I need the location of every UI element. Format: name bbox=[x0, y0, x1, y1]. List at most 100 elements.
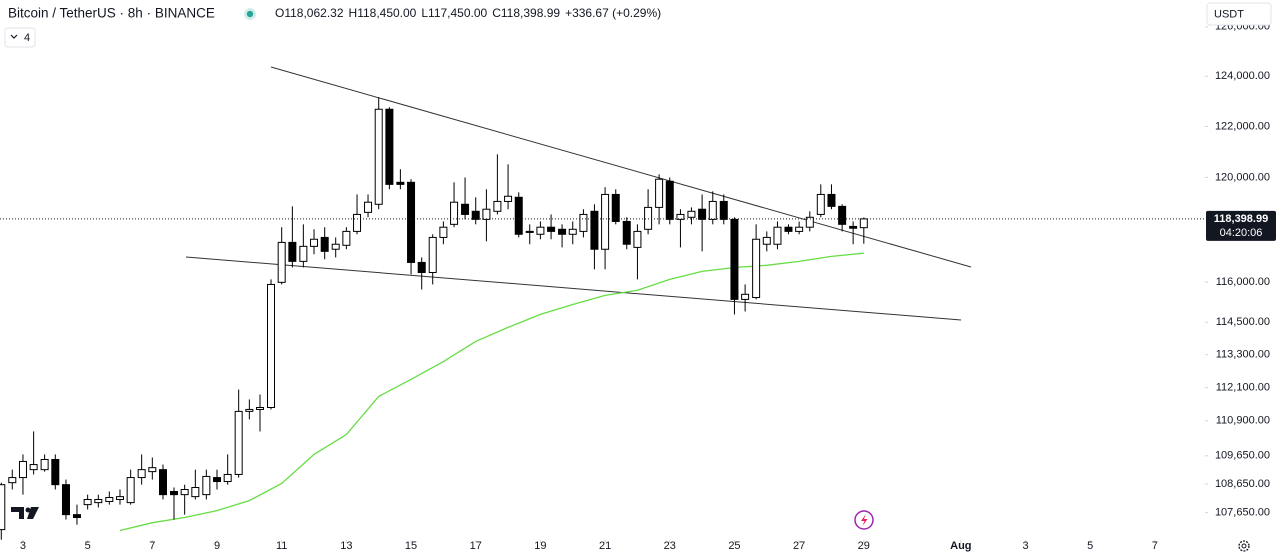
candle-body bbox=[859, 218, 868, 229]
candle-body bbox=[428, 236, 437, 273]
candle-body bbox=[202, 475, 211, 496]
candle-body bbox=[299, 245, 308, 262]
x-tick-label: 7 bbox=[1152, 540, 1158, 552]
price-tag: 118,398.99 04:20:06 bbox=[1206, 210, 1276, 241]
ohlc-value: 118,450.00 bbox=[357, 6, 416, 20]
candle-body bbox=[320, 236, 329, 252]
currency-button[interactable]: USDT bbox=[1206, 2, 1272, 26]
y-tick-label: 122,000.00 bbox=[1215, 120, 1270, 132]
candle-body bbox=[590, 210, 599, 250]
candle-body bbox=[719, 200, 728, 220]
candle-body bbox=[169, 490, 178, 496]
candle-body bbox=[752, 238, 761, 299]
x-tick-label: 3 bbox=[1022, 540, 1028, 552]
ohlc-value: 118,398.99 bbox=[501, 6, 560, 20]
candle-body bbox=[277, 241, 286, 283]
x-tick-label: 11 bbox=[276, 540, 287, 552]
currency-box[interactable] bbox=[1206, 2, 1272, 26]
candle-body bbox=[665, 180, 674, 220]
candle-body bbox=[741, 293, 750, 300]
candle-body bbox=[191, 487, 200, 498]
logo-part bbox=[25, 507, 31, 513]
axes: 107,650.00 108,650.00 109,650.00 110,900.00… bbox=[20, 21, 1270, 552]
trend-line bbox=[270, 66, 972, 268]
x-tick-label: 27 bbox=[793, 540, 805, 552]
y-tick-label: 108,650.00 bbox=[1215, 478, 1270, 490]
y-tick-label: 113,300.00 bbox=[1216, 349, 1270, 361]
candle-body bbox=[611, 193, 620, 222]
candle-body bbox=[536, 226, 545, 235]
x-tick-label: 7 bbox=[149, 540, 155, 552]
candle-body bbox=[61, 484, 70, 516]
moving-average bbox=[119, 252, 864, 532]
candle-body bbox=[633, 230, 642, 248]
x-tick-label: 13 bbox=[340, 540, 352, 552]
candle-body bbox=[708, 200, 717, 220]
price-tag-label: 118,398.99 bbox=[1214, 213, 1268, 225]
candle-body bbox=[105, 496, 114, 502]
candle-body bbox=[816, 193, 825, 215]
candle-body bbox=[558, 228, 567, 235]
x-tick-label: 17 bbox=[470, 540, 482, 552]
x-tick-label: 3 bbox=[20, 540, 26, 552]
y-tick-label: 120,000.00 bbox=[1215, 171, 1270, 183]
candle-body bbox=[838, 205, 847, 225]
candle-body bbox=[158, 469, 167, 496]
x-tick-label: 21 bbox=[599, 540, 611, 552]
candle-body bbox=[417, 261, 426, 273]
candle-body bbox=[784, 226, 793, 232]
candle-body bbox=[547, 226, 556, 232]
y-tick-label: 114,500.00 bbox=[1216, 316, 1270, 328]
ohlc-value: 118,062.32 bbox=[284, 6, 343, 20]
chevron bbox=[10, 34, 18, 39]
candle-body bbox=[514, 196, 523, 235]
x-tick-label: Aug bbox=[950, 540, 971, 552]
candle-body bbox=[115, 496, 124, 500]
candle-body bbox=[267, 283, 276, 409]
x-tick-label: 9 bbox=[214, 540, 220, 552]
y-tick-label: 116,000.00 bbox=[1216, 276, 1270, 288]
candle-body bbox=[288, 241, 297, 262]
candle-body bbox=[331, 243, 340, 250]
candle-body bbox=[40, 458, 49, 471]
x-tick-label: 25 bbox=[728, 540, 740, 552]
candle-body bbox=[762, 236, 771, 245]
logo-part bbox=[11, 507, 24, 519]
ohlc-key: L bbox=[421, 6, 428, 20]
candle-body bbox=[450, 201, 459, 225]
candle-body bbox=[698, 208, 707, 220]
candle-body bbox=[18, 460, 27, 479]
candle-body bbox=[493, 200, 502, 212]
candle-body bbox=[310, 238, 319, 247]
gear[interactable] bbox=[1238, 540, 1250, 552]
candle-body bbox=[94, 498, 103, 504]
ohlc-legend: O118,062.32 H118,450.00 L117,450.00 C118,39… bbox=[275, 6, 661, 20]
candle-body bbox=[364, 201, 373, 213]
tv-logo bbox=[11, 507, 39, 519]
y-tick-label: 109,650.00 bbox=[1215, 450, 1270, 462]
toggle-box[interactable] bbox=[4, 27, 36, 48]
symbol-title: Bitcoin / TetherUS · 8h · BINANCE bbox=[8, 6, 215, 21]
indicators-toggle[interactable]: 4 bbox=[4, 27, 36, 48]
x-tick-label: 5 bbox=[85, 540, 91, 552]
event-icon[interactable] bbox=[854, 510, 874, 530]
x-tick-label: 23 bbox=[664, 540, 676, 552]
candle-body bbox=[849, 225, 858, 229]
candle-body bbox=[827, 193, 836, 207]
candle-body bbox=[676, 213, 685, 220]
candle-body bbox=[439, 226, 448, 238]
candle-body bbox=[525, 230, 534, 233]
settings-icon[interactable] bbox=[1238, 540, 1250, 552]
candle-body bbox=[148, 467, 157, 473]
candle-body bbox=[223, 473, 232, 483]
candle-body bbox=[805, 216, 814, 228]
bolt bbox=[861, 514, 868, 526]
candle-body bbox=[83, 498, 92, 506]
candle-body bbox=[72, 514, 81, 519]
candle-body bbox=[126, 477, 135, 504]
y-tick-label: 112,100.00 bbox=[1216, 382, 1270, 394]
ohlc-key: H bbox=[349, 6, 358, 20]
y-tick-label: 124,000.00 bbox=[1215, 70, 1270, 82]
